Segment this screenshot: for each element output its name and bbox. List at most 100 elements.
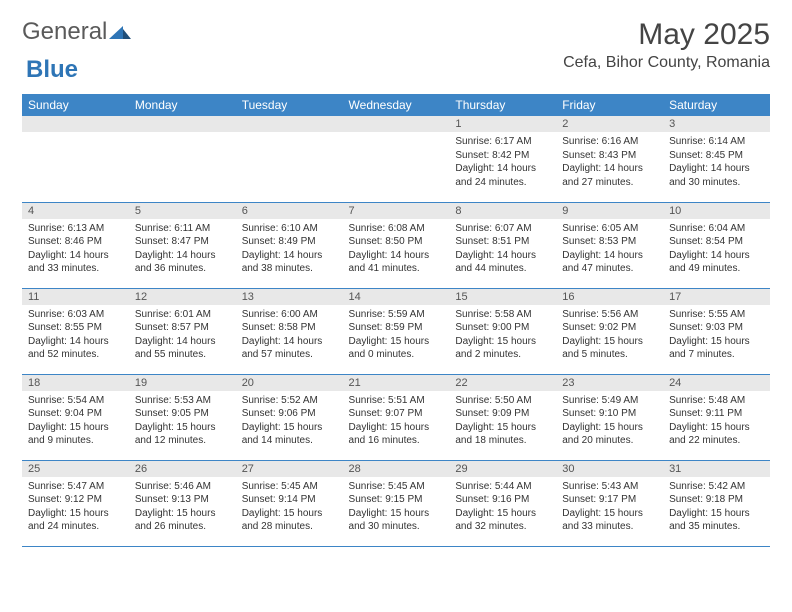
calendar-day-cell: 11Sunrise: 6:03 AMSunset: 8:55 PMDayligh… [22,288,129,374]
calendar-week-row: 25Sunrise: 5:47 AMSunset: 9:12 PMDayligh… [22,460,770,546]
daylight-line: Daylight: 15 hours and 9 minutes. [28,421,123,448]
weekday-header-row: SundayMondayTuesdayWednesdayThursdayFrid… [22,94,770,116]
daylight-line: Daylight: 15 hours and 30 minutes. [349,507,444,534]
daylight-line: Daylight: 14 hours and 49 minutes. [669,249,764,276]
sunrise-line: Sunrise: 5:47 AM [28,480,123,494]
sunset-line: Sunset: 8:55 PM [28,321,123,335]
sunrise-line: Sunrise: 6:03 AM [28,308,123,322]
sunrise-line: Sunrise: 5:49 AM [562,394,657,408]
sunrise-line: Sunrise: 5:59 AM [349,308,444,322]
day-number: 1 [449,116,556,132]
day-number: 2 [556,116,663,132]
day-details: Sunrise: 5:42 AMSunset: 9:18 PMDaylight:… [663,477,770,537]
sunset-line: Sunset: 9:05 PM [135,407,230,421]
sunrise-line: Sunrise: 5:51 AM [349,394,444,408]
sunrise-line: Sunrise: 5:45 AM [349,480,444,494]
daylight-line: Daylight: 15 hours and 22 minutes. [669,421,764,448]
daylight-line: Daylight: 15 hours and 35 minutes. [669,507,764,534]
sunset-line: Sunset: 8:45 PM [669,149,764,163]
sunset-line: Sunset: 9:00 PM [455,321,550,335]
day-number [22,116,129,132]
daylight-line: Daylight: 15 hours and 32 minutes. [455,507,550,534]
day-details: Sunrise: 5:47 AMSunset: 9:12 PMDaylight:… [22,477,129,537]
sunset-line: Sunset: 9:14 PM [242,493,337,507]
day-details: Sunrise: 5:55 AMSunset: 9:03 PMDaylight:… [663,305,770,365]
day-number [343,116,450,132]
calendar-day-cell: 28Sunrise: 5:45 AMSunset: 9:15 PMDayligh… [343,460,450,546]
sunrise-line: Sunrise: 5:58 AM [455,308,550,322]
day-details: Sunrise: 5:43 AMSunset: 9:17 PMDaylight:… [556,477,663,537]
day-details: Sunrise: 5:51 AMSunset: 9:07 PMDaylight:… [343,391,450,451]
day-details: Sunrise: 5:45 AMSunset: 9:14 PMDaylight:… [236,477,343,537]
calendar-table: SundayMondayTuesdayWednesdayThursdayFrid… [22,94,770,547]
daylight-line: Daylight: 15 hours and 24 minutes. [28,507,123,534]
day-number: 20 [236,375,343,391]
calendar-day-cell [129,116,236,202]
day-number: 15 [449,289,556,305]
sunset-line: Sunset: 8:42 PM [455,149,550,163]
sunrise-line: Sunrise: 6:01 AM [135,308,230,322]
day-number: 10 [663,203,770,219]
day-details: Sunrise: 6:10 AMSunset: 8:49 PMDaylight:… [236,219,343,279]
daylight-line: Daylight: 14 hours and 55 minutes. [135,335,230,362]
sunrise-line: Sunrise: 5:53 AM [135,394,230,408]
day-details: Sunrise: 5:53 AMSunset: 9:05 PMDaylight:… [129,391,236,451]
day-number: 22 [449,375,556,391]
sunrise-line: Sunrise: 6:11 AM [135,222,230,236]
sunrise-line: Sunrise: 6:17 AM [455,135,550,149]
day-number: 27 [236,461,343,477]
sunset-line: Sunset: 9:17 PM [562,493,657,507]
day-number: 11 [22,289,129,305]
daylight-line: Daylight: 14 hours and 24 minutes. [455,162,550,189]
day-number: 23 [556,375,663,391]
calendar-day-cell: 29Sunrise: 5:44 AMSunset: 9:16 PMDayligh… [449,460,556,546]
day-number: 18 [22,375,129,391]
day-details: Sunrise: 5:58 AMSunset: 9:00 PMDaylight:… [449,305,556,365]
sunset-line: Sunset: 8:46 PM [28,235,123,249]
day-details: Sunrise: 5:54 AMSunset: 9:04 PMDaylight:… [22,391,129,451]
day-details: Sunrise: 5:48 AMSunset: 9:11 PMDaylight:… [663,391,770,451]
day-details: Sunrise: 5:50 AMSunset: 9:09 PMDaylight:… [449,391,556,451]
daylight-line: Daylight: 14 hours and 27 minutes. [562,162,657,189]
day-number: 28 [343,461,450,477]
sunrise-line: Sunrise: 6:08 AM [349,222,444,236]
calendar-day-cell: 31Sunrise: 5:42 AMSunset: 9:18 PMDayligh… [663,460,770,546]
calendar-day-cell: 9Sunrise: 6:05 AMSunset: 8:53 PMDaylight… [556,202,663,288]
calendar-day-cell: 20Sunrise: 5:52 AMSunset: 9:06 PMDayligh… [236,374,343,460]
sunrise-line: Sunrise: 5:46 AM [135,480,230,494]
sunrise-line: Sunrise: 5:55 AM [669,308,764,322]
day-number: 29 [449,461,556,477]
calendar-day-cell: 7Sunrise: 6:08 AMSunset: 8:50 PMDaylight… [343,202,450,288]
calendar-week-row: 4Sunrise: 6:13 AMSunset: 8:46 PMDaylight… [22,202,770,288]
calendar-day-cell: 25Sunrise: 5:47 AMSunset: 9:12 PMDayligh… [22,460,129,546]
sunset-line: Sunset: 8:47 PM [135,235,230,249]
sunset-line: Sunset: 9:18 PM [669,493,764,507]
daylight-line: Daylight: 14 hours and 30 minutes. [669,162,764,189]
day-number [129,116,236,132]
sunset-line: Sunset: 8:58 PM [242,321,337,335]
weekday-header: Friday [556,94,663,116]
logo-text-general: General [22,18,107,46]
day-details: Sunrise: 6:01 AMSunset: 8:57 PMDaylight:… [129,305,236,365]
sunset-line: Sunset: 8:59 PM [349,321,444,335]
daylight-line: Daylight: 15 hours and 5 minutes. [562,335,657,362]
day-details: Sunrise: 6:14 AMSunset: 8:45 PMDaylight:… [663,132,770,192]
sunset-line: Sunset: 9:15 PM [349,493,444,507]
sunset-line: Sunset: 8:54 PM [669,235,764,249]
calendar-day-cell: 26Sunrise: 5:46 AMSunset: 9:13 PMDayligh… [129,460,236,546]
sunrise-line: Sunrise: 6:05 AM [562,222,657,236]
calendar-day-cell: 6Sunrise: 6:10 AMSunset: 8:49 PMDaylight… [236,202,343,288]
sunset-line: Sunset: 8:53 PM [562,235,657,249]
sunset-line: Sunset: 9:16 PM [455,493,550,507]
sunrise-line: Sunrise: 6:16 AM [562,135,657,149]
day-number: 9 [556,203,663,219]
sunset-line: Sunset: 8:51 PM [455,235,550,249]
daylight-line: Daylight: 15 hours and 18 minutes. [455,421,550,448]
day-details: Sunrise: 5:45 AMSunset: 9:15 PMDaylight:… [343,477,450,537]
calendar-day-cell: 15Sunrise: 5:58 AMSunset: 9:00 PMDayligh… [449,288,556,374]
sunset-line: Sunset: 9:09 PM [455,407,550,421]
page-title: May 2025 [563,18,770,52]
sunset-line: Sunset: 9:04 PM [28,407,123,421]
daylight-line: Daylight: 15 hours and 20 minutes. [562,421,657,448]
daylight-line: Daylight: 15 hours and 14 minutes. [242,421,337,448]
